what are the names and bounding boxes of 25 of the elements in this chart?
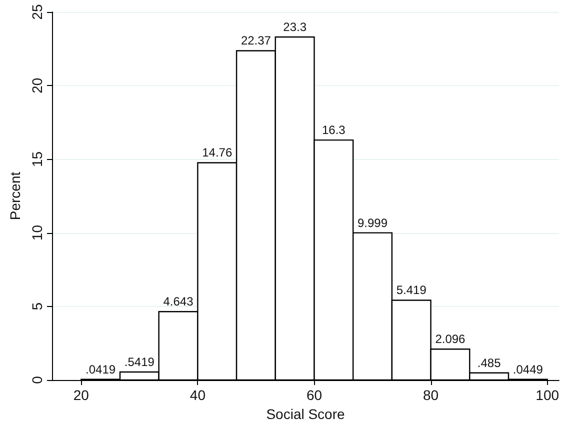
data-label: .5419	[124, 355, 155, 370]
data-label: 22.37	[240, 34, 272, 48]
data-label: 23.3	[283, 20, 307, 34]
x-tick-label: 20	[73, 387, 90, 403]
y-tick-label: 15	[29, 151, 45, 167]
y-tick-label: 25	[29, 4, 45, 20]
data-label: .485	[477, 356, 502, 370]
y-axis-title: Percent	[7, 172, 23, 220]
x-axis-title: Social Score	[266, 406, 346, 422]
y-tick-label: 10	[29, 224, 45, 241]
data-label: 5.419	[396, 283, 427, 298]
x-tick-label: 80	[423, 387, 439, 403]
x-tick-label: 60	[306, 387, 322, 403]
data-label: 16.3	[322, 123, 346, 138]
x-tick-label: 100	[536, 387, 560, 403]
data-label: 14.76	[202, 146, 232, 160]
data-label: .0419	[86, 362, 116, 376]
y-tick-label: 0	[29, 376, 45, 384]
x-tick-label: 40	[190, 387, 206, 403]
y-tick-label: 20	[29, 78, 45, 94]
data-label: .0449	[512, 362, 544, 376]
data-label: 9.999	[358, 216, 388, 230]
data-label: 4.643	[163, 294, 194, 309]
y-tick-label: 5	[29, 302, 45, 310]
data-label: 2.096	[435, 332, 466, 346]
